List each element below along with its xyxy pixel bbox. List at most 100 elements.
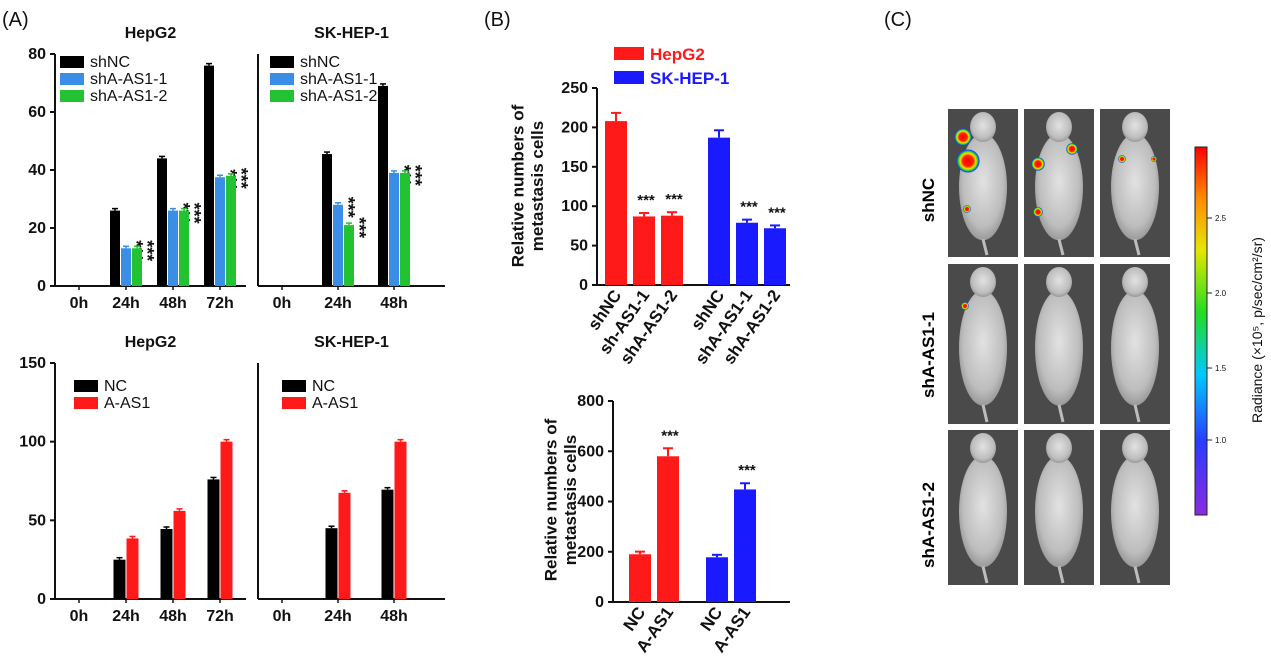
- mouse-tail: [981, 238, 989, 256]
- legend-swatch-sk-hep-1: [614, 71, 644, 84]
- luminescence-signal: [956, 149, 980, 173]
- mouse-image-r1-c2: [1024, 109, 1094, 257]
- bar-a-as1-24h: [126, 538, 139, 599]
- bar-nc-0: [629, 554, 651, 602]
- x-tick-label-24h: 24h: [324, 608, 352, 625]
- bioluminescence-panel: shNC shA-AS1-1 shA-AS1-2 2.5 2.0 1.5 1.0 Ra…: [919, 109, 1265, 585]
- bar-a-as1-48h: [394, 441, 407, 599]
- y-tick-label: 100: [19, 434, 46, 451]
- mouse-tail: [1133, 404, 1141, 423]
- bar-nc-48h: [381, 489, 394, 599]
- bar-a-as1-48h: [173, 510, 186, 599]
- y-axis-label-line: metastasis cells: [528, 121, 547, 251]
- bar-shnc-72h: [204, 65, 214, 286]
- legend-swatch-a-as1: [74, 397, 98, 409]
- legend-swatch-nc: [282, 380, 306, 392]
- significance-label: ***: [231, 168, 251, 189]
- y-axis-label-line: Relative numbers of: [509, 104, 528, 267]
- chart-title: HepG2: [125, 25, 177, 42]
- chart-a1: HepG20204060800h24h******48h******72h***…: [28, 25, 251, 312]
- x-tick-label-48h: 48h: [159, 295, 187, 312]
- legend-label-a-as1: A-AS1: [312, 395, 358, 412]
- significance-label: ***: [661, 427, 679, 444]
- y-tick-label: 200: [577, 544, 604, 561]
- legend-label-a-as1: A-AS1: [104, 395, 150, 412]
- legend-label-sha-as1-2: shA-AS1-2: [300, 88, 377, 105]
- bar-sha-as1-1-48h: [389, 172, 399, 286]
- y-tick-label: 0: [37, 591, 46, 608]
- y-tick-label: 250: [561, 80, 588, 97]
- legend-swatch-hepg2: [614, 47, 644, 60]
- y-tick-label: 40: [28, 162, 46, 179]
- legend-label-sk-hep-1: SK-HEP-1: [650, 69, 729, 88]
- mouse-body: [959, 290, 1007, 406]
- significance-label: ***: [405, 165, 425, 186]
- legend-swatch-shnc: [60, 56, 84, 68]
- bar-nc-2: [706, 557, 728, 602]
- chart-b1: 050100150200250shNC***sh-AS1-1***shA-AS1…: [509, 45, 790, 368]
- legend-label-sha-as1-1: shA-AS1-1: [300, 71, 377, 88]
- x-tick-label-72h: 72h: [206, 608, 234, 625]
- bar-sha-as1-2-24h: [132, 248, 142, 286]
- imaging-row-label-sha-as1-2: shA-AS1-2: [919, 482, 938, 568]
- imaging-row-label-shnc: shNC: [919, 178, 938, 222]
- y-axis-label: Relative numbers ofmetastasis cells: [542, 418, 581, 581]
- mouse-image-r2-c2: [1024, 264, 1094, 424]
- mouse-tail: [981, 566, 989, 584]
- bar-hepg2-shnc: [605, 121, 627, 285]
- x-tick-label-48h: 48h: [159, 608, 187, 625]
- luminescence-signal: [1118, 155, 1126, 163]
- y-tick-label: 400: [577, 494, 604, 511]
- legend-label-nc: NC: [104, 378, 127, 395]
- x-tick-label-0h: 0h: [273, 608, 292, 625]
- legend-swatch-nc: [74, 380, 98, 392]
- significance-label: ***: [738, 462, 756, 479]
- mouse-image-r1-c3: [1100, 109, 1170, 257]
- legend-label-hepg2: HepG2: [650, 45, 705, 64]
- bar-sha-as1-1-24h: [121, 248, 131, 286]
- chart-a2: SK-HEP-10h24h******48h******shNCshA-AS1-…: [257, 25, 445, 312]
- colorbar-ticks: 2.5 2.0 1.5 1.0: [1207, 214, 1227, 445]
- significance-label: ***: [338, 197, 358, 218]
- luminescence-signal: [963, 205, 971, 213]
- significance-label: ***: [740, 199, 758, 216]
- imaging-row-label-sha-as1-1: shA-AS1-1: [919, 312, 938, 398]
- bar-sha-as1-2-72h: [226, 175, 236, 286]
- x-tick-label-24h: 24h: [324, 295, 352, 312]
- mouse-head: [970, 433, 996, 463]
- legend-label-sha-as1-2: shA-AS1-2: [90, 88, 167, 105]
- mouse-tail: [1133, 566, 1141, 584]
- bar-a-as1-72h: [220, 441, 233, 599]
- colorbar-tick-label: 2.0: [1215, 289, 1227, 298]
- y-tick-label: 800: [577, 393, 604, 410]
- mouse-tail: [1133, 238, 1141, 256]
- x-tick-label-0h: 0h: [70, 608, 89, 625]
- mouse-head: [1122, 267, 1148, 297]
- y-tick-label: 50: [570, 238, 588, 255]
- y-tick-label: 200: [561, 119, 588, 136]
- luminescence-signal: [1151, 156, 1157, 162]
- bar-shnc-24h: [322, 154, 332, 286]
- bar-a-as1-3: [734, 489, 756, 602]
- mouse-image-r3-c1: [948, 430, 1018, 585]
- mouse-head: [1046, 433, 1072, 463]
- mouse-image-r2-c1: [948, 264, 1018, 424]
- mouse-body: [1035, 290, 1083, 406]
- mouse-head: [1122, 112, 1148, 142]
- y-tick-label: 80: [28, 46, 46, 63]
- mouse-body: [1035, 133, 1083, 241]
- colorbar-tick-label: 1.5: [1215, 364, 1227, 373]
- y-axis-label-line: Relative numbers of: [542, 418, 561, 581]
- bar-nc-72h: [207, 479, 220, 599]
- colorbar-label: Radiance (×10⁵, p/sec/cm²/sr): [1249, 237, 1265, 423]
- mouse-head: [970, 112, 996, 142]
- luminescence-signal: [961, 302, 969, 310]
- bar-sk-hep-1-sha-as1-1: [736, 222, 758, 285]
- y-tick-label: 0: [579, 277, 588, 294]
- mouse-body: [1111, 133, 1159, 241]
- chart-a3: HepG2 0 50 100 150 0h 24h 48h 72h NCA-AS1: [19, 334, 246, 625]
- mouse-body: [959, 455, 1007, 568]
- mouse-body: [1035, 455, 1083, 568]
- y-axis-label-line1: Relative numbers ofmetastasis cells: [509, 104, 548, 267]
